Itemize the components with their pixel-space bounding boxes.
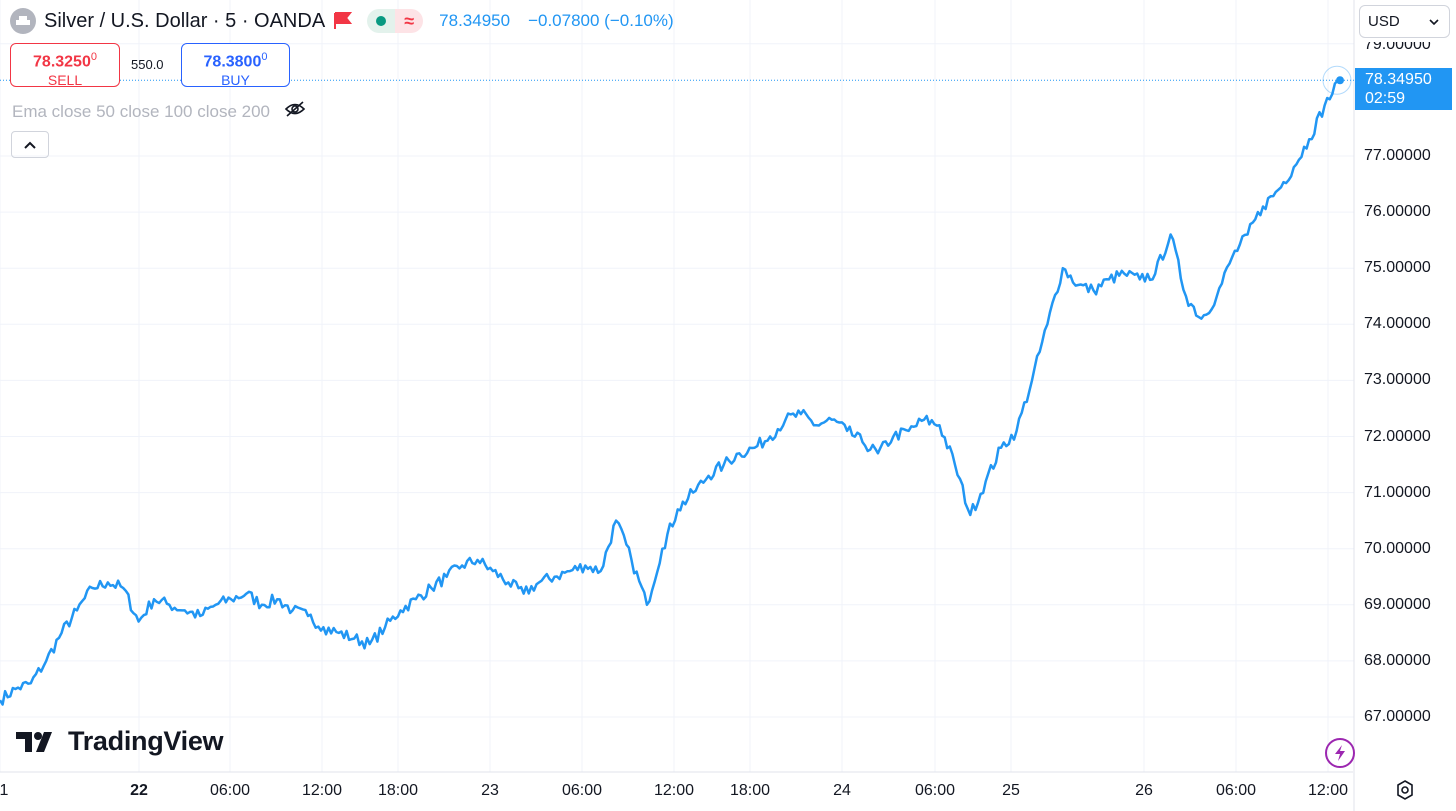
settings-icon[interactable]	[1394, 779, 1416, 801]
sell-price: 78.3250	[33, 53, 91, 71]
price-tick-label: 72.00000	[1364, 427, 1431, 445]
last-point-marker	[1336, 76, 1344, 85]
lightning-icon[interactable]	[1325, 738, 1355, 768]
buy-price: 78.3800	[203, 53, 262, 71]
price-series-line[interactable]	[0, 79, 1341, 706]
collapse-legend-button[interactable]	[11, 131, 49, 158]
time-tick-label: 12:00	[301, 782, 343, 799]
chevron-up-icon	[24, 141, 36, 149]
price-tick-label: 79.00000	[1364, 36, 1431, 53]
last-price-value: 78.34950	[1365, 71, 1432, 88]
time-tick-label: 06:00	[1215, 782, 1257, 799]
last-price-label: 78.34950 02:59	[1355, 68, 1452, 110]
time-tick-label: 23	[481, 782, 499, 799]
time-tick-label: 26	[1135, 782, 1153, 799]
sell-button[interactable]: 78.32500 SELL	[10, 43, 120, 89]
price-tick-label: 70.00000	[1364, 539, 1431, 557]
symbol-title[interactable]: Silver / U.S. Dollar · 5 · OANDA	[44, 9, 326, 32]
sell-price-sup: 0	[90, 51, 97, 63]
bar-countdown: 02:59	[1365, 90, 1406, 107]
price-tick-label: 71.00000	[1364, 483, 1431, 501]
sell-label: SELL	[47, 72, 83, 89]
price-tick-label: 76.00000	[1364, 203, 1431, 221]
flag-icon[interactable]	[333, 12, 353, 30]
symbol-header[interactable]: Silver / U.S. Dollar · 5 · OANDA ≈ 78.34…	[10, 8, 674, 34]
time-tick-label: 24	[833, 782, 851, 799]
tradingview-logo[interactable]: TradingView	[16, 726, 224, 757]
logo-text: TradingView	[68, 726, 224, 756]
time-tick-label: 18:00	[729, 782, 771, 799]
market-status-icon	[367, 9, 396, 33]
last-price: 78.34950	[439, 11, 511, 30]
time-tick-label: 12:00	[653, 782, 695, 799]
last-point-halo	[1322, 65, 1352, 95]
price-tick-label: 73.00000	[1364, 371, 1431, 389]
time-tick-label: 25	[1002, 782, 1020, 799]
indicator-legend[interactable]: Ema close 50 close 100 close 200	[12, 100, 306, 123]
eye-off-icon[interactable]	[284, 100, 306, 123]
price-tick-label: 67.00000	[1364, 708, 1431, 725]
price-tick-label: 74.00000	[1364, 315, 1431, 333]
price-change: −0.07800 (−0.10%)	[528, 11, 674, 30]
time-tick-label: 1	[0, 782, 9, 799]
tradingview-logo-icon	[16, 731, 52, 752]
price-tick-label: 75.00000	[1364, 259, 1431, 277]
market-status-pill[interactable]: ≈	[367, 9, 424, 33]
chevron-down-icon	[1429, 18, 1439, 25]
spread-value: 550.0	[131, 57, 164, 72]
time-tick-label: 06:00	[561, 782, 603, 799]
delayed-data-icon: ≈	[395, 9, 424, 33]
price-tick-label: 69.00000	[1364, 595, 1431, 613]
time-tick-label: 06:00	[914, 782, 956, 799]
price-tick-label: 77.00000	[1364, 147, 1431, 164]
time-tick-label: 06:00	[209, 782, 251, 799]
silver-symbol-icon	[10, 8, 36, 34]
buy-price-sup: 0	[261, 51, 268, 63]
time-tick-label: 12:00	[1307, 782, 1349, 799]
currency-select[interactable]: USD	[1359, 5, 1450, 38]
currency-value: USD	[1368, 13, 1400, 30]
price-tick-label: 68.00000	[1364, 651, 1431, 669]
time-tick-label: 22	[130, 782, 148, 799]
indicator-label[interactable]: Ema close 50 close 100 close 200	[12, 101, 270, 121]
buy-label: BUY	[221, 72, 250, 89]
time-tick-label: 18:00	[377, 782, 419, 799]
buy-button[interactable]: 78.38000 BUY	[181, 43, 290, 89]
